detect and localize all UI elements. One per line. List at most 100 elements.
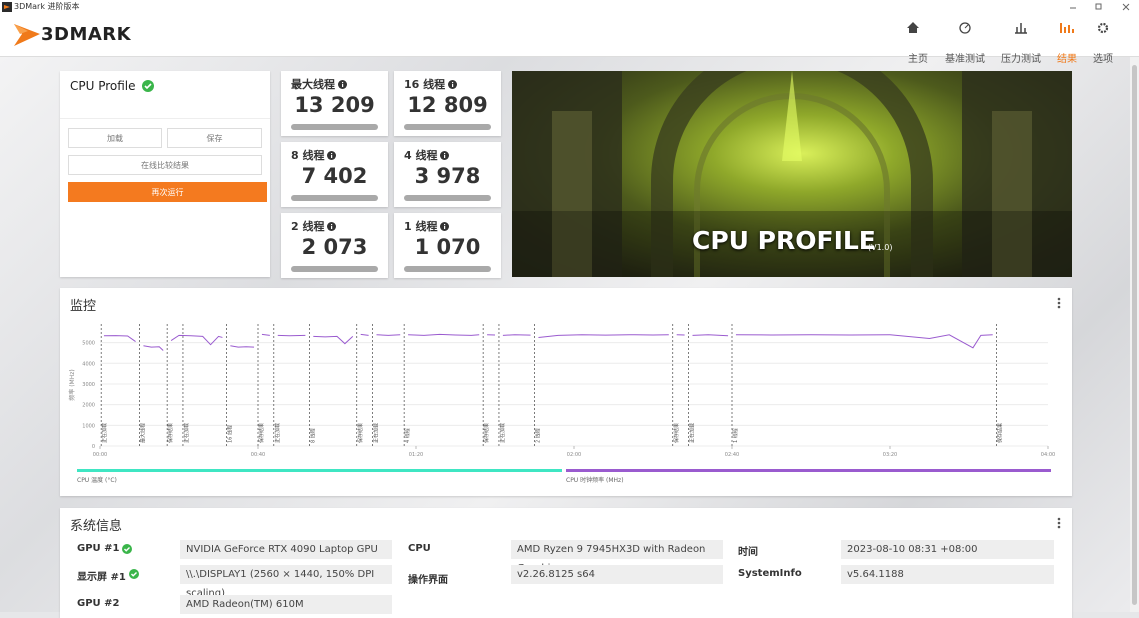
header: 3DMARK 主页 基准测试 压力测试 结果 选项 bbox=[0, 14, 1139, 65]
score-label: 2 线程 bbox=[291, 218, 337, 234]
x-tick-label: 03:20 bbox=[883, 452, 897, 458]
monitor-panel: 监控 0 1000 2000 3000 4000 5000 频率 (MHz) 00:00 00:… bbox=[60, 288, 1072, 496]
event-label: 2 线程 bbox=[535, 428, 542, 443]
x-tick-label: 00:00 bbox=[93, 452, 107, 458]
banner: CPU PROFILE (V1.0) bbox=[512, 71, 1072, 277]
monitor-chart: 0 1000 2000 3000 4000 5000 频率 (MHz) 00:00 00:40 0… bbox=[68, 324, 1055, 484]
y-tick-label: 0 bbox=[92, 444, 95, 450]
score-label-text: 2 线程 bbox=[291, 220, 325, 233]
info-label: CPU bbox=[408, 543, 431, 554]
menu-button[interactable] bbox=[1056, 296, 1062, 310]
event-label: 正在加载 bbox=[101, 423, 108, 443]
event-label: 正在加载 bbox=[373, 423, 380, 443]
info-value: AMD Radeon(TM) 610M bbox=[180, 595, 392, 614]
nav-options[interactable]: 选项 bbox=[1093, 54, 1113, 65]
divider bbox=[60, 118, 270, 119]
info-label: 显示屏 #1 bbox=[77, 572, 126, 583]
window-title: 3DMark 进阶版本 bbox=[14, 2, 80, 11]
score-label-text: 16 线程 bbox=[404, 78, 446, 91]
system-info-title: 系统信息 bbox=[70, 519, 123, 534]
check-icon bbox=[122, 544, 132, 554]
score-tile: 2 线程 2 073 bbox=[281, 213, 388, 278]
info-icon[interactable] bbox=[338, 80, 347, 89]
banner-version: (V1.0) bbox=[868, 243, 893, 252]
info-value: v5.64.1188 bbox=[841, 565, 1054, 584]
event-label: 正在加载 bbox=[274, 423, 281, 443]
score-label: 16 线程 bbox=[404, 76, 458, 92]
score-bar bbox=[291, 124, 378, 130]
score-value: 13 209 bbox=[294, 93, 375, 117]
x-tick-label: 01:20 bbox=[409, 452, 423, 458]
info-value: v2.26.8125 s64 bbox=[511, 565, 723, 584]
nav-benchmarks[interactable]: 基准测试 bbox=[945, 54, 985, 65]
load-button[interactable]: 加载 bbox=[68, 128, 162, 148]
score-value: 2 073 bbox=[301, 235, 368, 259]
nav-stress[interactable]: 压力测试 bbox=[1001, 54, 1041, 65]
score-label: 4 线程 bbox=[404, 147, 450, 163]
legend-swatch bbox=[77, 469, 562, 472]
info-icon[interactable] bbox=[327, 222, 337, 231]
score-label: 8 线程 bbox=[291, 147, 337, 163]
system-info-panel: 系统信息 GPU #1 NVIDIA GeForce RTX 4090 Lapto… bbox=[60, 508, 1072, 618]
scroll-thumb[interactable] bbox=[1132, 65, 1137, 605]
event-label: 正在加载 bbox=[183, 423, 190, 443]
event-label: 保存结果 bbox=[997, 423, 1004, 443]
title-bar: 3DMark 进阶版本 bbox=[0, 0, 1139, 14]
y-tick-label: 5000 bbox=[82, 341, 95, 347]
x-tick-label: 02:40 bbox=[725, 452, 739, 458]
info-icon[interactable] bbox=[440, 151, 450, 160]
info-icon[interactable] bbox=[327, 151, 337, 160]
score-bar bbox=[291, 195, 378, 201]
score-value: 12 809 bbox=[407, 93, 488, 117]
score-tile: 1 线程 1 070 bbox=[394, 213, 501, 278]
menu-button[interactable] bbox=[1056, 516, 1062, 530]
info-value: 2023-08-10 08:31 +08:00 bbox=[841, 540, 1054, 559]
info-value: \\.\DISPLAY1 (2560 × 1440, 150% DPI scal… bbox=[180, 565, 392, 599]
banner-title: CPU PROFILE bbox=[692, 226, 876, 255]
profile-title: CPU Profile bbox=[70, 79, 136, 93]
info-label: GPU #2 bbox=[77, 598, 120, 609]
nav-results[interactable]: 结果 bbox=[1057, 54, 1077, 65]
y-tick-label: 2000 bbox=[82, 403, 95, 409]
score-value: 1 070 bbox=[414, 235, 481, 259]
run-again-button[interactable]: 再次运行 bbox=[68, 182, 267, 202]
y-axis-label: 频率 (MHz) bbox=[68, 369, 76, 400]
save-button[interactable]: 保存 bbox=[167, 128, 262, 148]
profile-card: CPU Profile 加载 保存 在线比较结果 再次运行 bbox=[60, 71, 270, 277]
info-label: 时间 bbox=[738, 547, 758, 558]
score-label-text: 最大线程 bbox=[291, 78, 335, 91]
info-value: AMD Ryzen 9 7945HX3D with Radeon Graphic… bbox=[511, 540, 723, 574]
score-value: 3 978 bbox=[414, 164, 481, 188]
event-label: 保存结果 bbox=[483, 423, 490, 443]
info-value: NVIDIA GeForce RTX 4090 Laptop GPU bbox=[180, 540, 392, 559]
event-label: 保存结果 bbox=[357, 423, 364, 443]
info-icon[interactable] bbox=[448, 80, 458, 89]
compare-button[interactable]: 在线比较结果 bbox=[68, 155, 262, 175]
event-label: 最大线程 bbox=[140, 423, 147, 443]
event-label: 正在加载 bbox=[499, 423, 506, 443]
info-label: SystemInfo bbox=[738, 568, 802, 579]
info-icon[interactable] bbox=[440, 222, 450, 231]
banner-art bbox=[512, 71, 1072, 277]
logo-text: 3DMARK bbox=[41, 24, 132, 45]
score-bar bbox=[404, 124, 491, 130]
legend-swatch bbox=[566, 469, 1051, 472]
score-tile: 16 线程 12 809 bbox=[394, 71, 501, 136]
score-label-text: 4 线程 bbox=[404, 149, 438, 162]
legend-label: CPU 温度 (°C) bbox=[77, 476, 117, 484]
info-label: 操作界面 bbox=[408, 575, 448, 586]
score-tile: 4 线程 3 978 bbox=[394, 142, 501, 207]
score-bar bbox=[291, 266, 378, 272]
y-tick-label: 1000 bbox=[82, 423, 95, 429]
check-icon bbox=[129, 569, 139, 579]
scrollbar[interactable] bbox=[1130, 57, 1139, 612]
score-label-text: 8 线程 bbox=[291, 149, 325, 162]
score-label: 1 线程 bbox=[404, 218, 450, 234]
score-value: 7 402 bbox=[301, 164, 368, 188]
window-controls[interactable] bbox=[1068, 2, 1134, 12]
score-label-text: 1 线程 bbox=[404, 220, 438, 233]
nav-home[interactable]: 主页 bbox=[908, 54, 928, 65]
score-bar bbox=[404, 266, 491, 272]
x-tick-label: 02:00 bbox=[567, 452, 581, 458]
